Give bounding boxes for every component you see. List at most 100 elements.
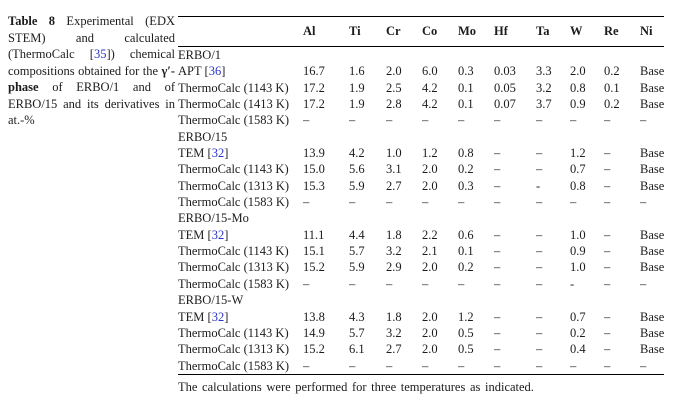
value-cell: – <box>494 162 501 177</box>
value-cell: 15.0 <box>303 162 325 177</box>
value-cell: – <box>494 178 501 193</box>
table-body: ERBO/1 APT [36] 16.7 1.6 2.0 6.0 0.3 0.03 3.3 2.0… <box>178 47 664 375</box>
value-cell: – <box>494 276 501 291</box>
column-header: Al <box>303 16 349 47</box>
value-cell: Base <box>640 80 664 95</box>
row-label: ThermoCalc (1143 K) <box>178 162 289 177</box>
section-header-row: ERBO/15-Mo <box>178 210 664 226</box>
value-cell: – <box>536 227 543 242</box>
value-cell: – <box>604 113 611 128</box>
value-cell: – <box>604 309 611 324</box>
value-cell: 0.1 <box>458 80 474 95</box>
row-label: ThermoCalc (1313 K) <box>178 260 290 275</box>
value-cell: – <box>536 244 543 259</box>
value-cell: 2.1 <box>422 244 438 259</box>
value-cell: 4.4 <box>349 227 365 242</box>
value-cell: – <box>640 113 647 128</box>
value-cell: 0.03 <box>494 64 516 79</box>
value-cell: 2.0 <box>422 260 438 275</box>
value-cell: 2.0 <box>386 64 402 79</box>
row-label: APT [36] <box>178 64 226 79</box>
value-cell: 17.2 <box>303 80 325 95</box>
value-cell: 1.0 <box>386 146 402 161</box>
value-cell: 0.1 <box>458 244 474 259</box>
value-cell: 0.5 <box>458 325 474 340</box>
value-cell: – <box>494 227 501 242</box>
column-header: Hf <box>494 16 536 47</box>
row-label: ThermoCalc (1313 K) <box>178 342 290 357</box>
row-label: ThermoCalc (1143 K) <box>178 325 289 340</box>
value-cell: 13.9 <box>303 146 325 161</box>
row-label: ThermoCalc (1313 K) <box>178 178 290 193</box>
value-cell: 1.8 <box>386 227 402 242</box>
value-cell: – <box>303 358 310 373</box>
value-cell: Base <box>640 260 664 275</box>
value-cell: 3.2 <box>536 80 552 95</box>
value-cell: - <box>570 276 575 291</box>
value-cell: 0.8 <box>458 146 474 161</box>
value-cell: – <box>386 195 393 210</box>
value-cell: 1.8 <box>386 309 402 324</box>
value-cell: 5.6 <box>349 162 365 177</box>
value-cell: – <box>303 113 310 128</box>
value-cell: 1.0 <box>570 260 586 275</box>
row-label: ThermoCalc (1143 K) <box>178 80 289 95</box>
value-cell: Base <box>640 97 664 112</box>
value-cell: – <box>536 113 543 128</box>
table-row: ThermoCalc (1143 K) 14.9 5.7 3.2 2.0 0.5 – – 0.2… <box>178 325 664 341</box>
section-title: ERBO/15-Mo <box>178 211 249 226</box>
value-cell: 0.2 <box>604 97 620 112</box>
value-cell: – <box>536 162 543 177</box>
value-cell: – <box>458 195 465 210</box>
citation-link[interactable]: 36 <box>208 64 222 79</box>
section-header-row: ERBO/15-W <box>178 292 664 308</box>
caption-text: of ERBO/1 and of ERBO/15 and its derivat… <box>8 80 175 127</box>
citation-link[interactable]: 35 <box>93 47 107 61</box>
table-container: Al Ti Cr Co Mo Hf Ta W Re Ni ERBO/1 APT [… <box>178 16 664 395</box>
row-label: ThermoCalc (1143 K) <box>178 244 289 259</box>
value-cell: 5.7 <box>349 244 365 259</box>
value-cell: – <box>349 195 356 210</box>
value-cell: 3.1 <box>386 162 402 177</box>
caption-table-number: Table 8 <box>8 14 56 28</box>
value-cell: – <box>604 244 611 259</box>
citation-link[interactable]: 32 <box>211 146 225 161</box>
table-footnote: The calculations were performed for thre… <box>178 379 534 394</box>
value-cell: 17.2 <box>303 97 325 112</box>
column-header: Ta <box>536 16 570 47</box>
value-cell: – <box>640 276 647 291</box>
value-cell: – <box>386 276 393 291</box>
value-cell: – <box>494 260 501 275</box>
citation-link[interactable]: 32 <box>211 309 225 324</box>
value-cell: – <box>458 113 465 128</box>
row-label: ThermoCalc (1583 K) <box>178 113 290 128</box>
value-cell: 2.9 <box>386 260 402 275</box>
value-cell: 1.9 <box>349 97 365 112</box>
column-header: Re <box>604 16 640 47</box>
value-cell: Base <box>640 146 664 161</box>
value-cell: – <box>536 276 543 291</box>
value-cell: – <box>494 146 501 161</box>
section-title: ERBO/1 <box>178 48 222 62</box>
value-cell: 5.7 <box>349 325 365 340</box>
value-cell: Base <box>640 227 664 242</box>
value-cell: 4.2 <box>349 146 365 161</box>
value-cell: 11.1 <box>303 227 325 242</box>
value-cell: 3.2 <box>386 325 402 340</box>
value-cell: 2.8 <box>386 97 402 112</box>
value-cell: 3.2 <box>386 244 402 259</box>
value-cell: 0.7 <box>570 162 586 177</box>
value-cell: – <box>604 342 611 357</box>
value-cell: – <box>458 358 465 373</box>
value-cell: – <box>422 113 429 128</box>
citation-link[interactable]: 32 <box>211 227 225 242</box>
value-cell: 0.2 <box>570 325 586 340</box>
value-cell: 5.9 <box>349 260 365 275</box>
value-cell: 2.2 <box>422 227 438 242</box>
table-row: ThermoCalc (1583 K) – – – – – – – – – – <box>178 112 664 128</box>
value-cell: – <box>386 113 393 128</box>
table-row: TEM [32] 13.9 4.2 1.0 1.2 0.8 – – 1.2 – Base <box>178 145 664 161</box>
value-cell: – <box>536 195 543 210</box>
value-cell: – <box>536 342 543 357</box>
